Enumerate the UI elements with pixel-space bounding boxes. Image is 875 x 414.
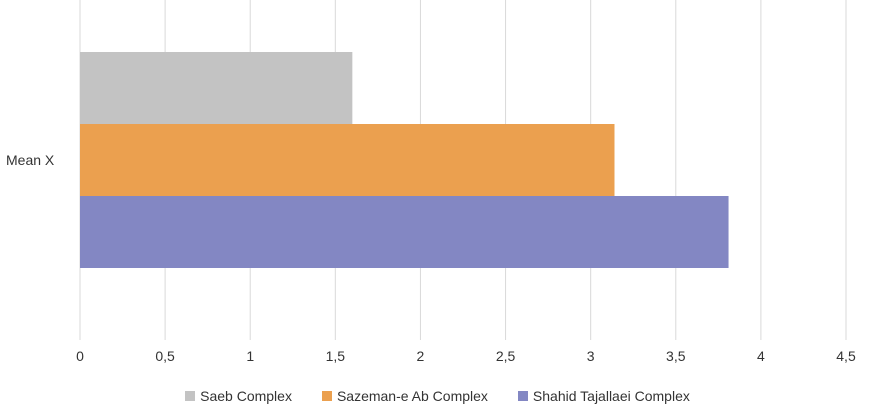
x-tick-label: 0,5 (155, 348, 175, 364)
legend-swatch (321, 391, 332, 401)
legend-label: Saeb Complex (200, 388, 292, 404)
bar-saeb-complex (80, 52, 353, 124)
legend-label: Sazeman-e Ab Complex (336, 388, 488, 404)
category-label: Mean X (6, 152, 55, 168)
legend-swatch (517, 391, 528, 401)
legend-label: Shahid Tajallaei Complex (532, 388, 690, 404)
legend-item: Sazeman-e Ab Complex (321, 388, 488, 404)
x-tick-label: 3,5 (666, 348, 686, 364)
legend-item: Shahid Tajallaei Complex (517, 388, 690, 404)
x-tick-label: 4,5 (836, 348, 856, 364)
x-tick-label: 3 (587, 348, 595, 364)
bars (80, 52, 729, 268)
legend: Saeb Complex Sazeman-e Ab Complex Shahid T… (0, 388, 875, 404)
x-tick-label: 1 (246, 348, 254, 364)
bar-shahid-tajallaei-complex (80, 196, 729, 268)
x-axis-tick-labels: 0 0,5 1 1,5 2 2,5 3 3,5 4 4,5 (76, 348, 856, 364)
x-tick-label: 0 (76, 348, 84, 364)
bar-sazeman-e-ab-complex (80, 124, 615, 196)
x-tick-label: 2 (417, 348, 425, 364)
x-tick-label: 4 (757, 348, 765, 364)
x-tick-label: 1,5 (326, 348, 346, 364)
y-axis-category-labels: Mean X (6, 152, 55, 168)
legend-swatch (185, 391, 196, 401)
x-tick-label: 2,5 (496, 348, 516, 364)
legend-item: Saeb Complex (185, 388, 292, 404)
